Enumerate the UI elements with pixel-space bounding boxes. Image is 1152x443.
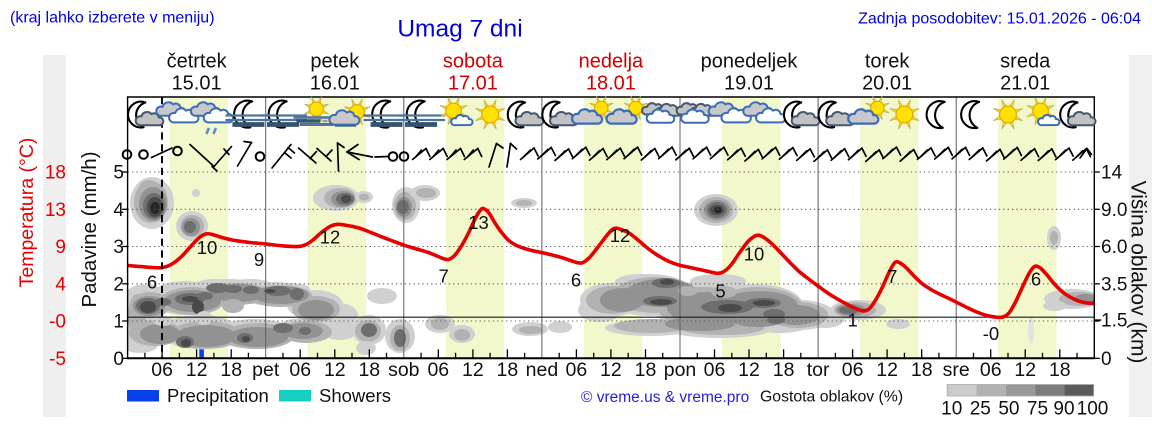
svg-text:12: 12 xyxy=(876,359,898,381)
svg-text:12: 12 xyxy=(1014,359,1036,381)
svg-text:1: 1 xyxy=(847,310,857,331)
svg-text:sob: sob xyxy=(388,359,420,381)
svg-text:18: 18 xyxy=(497,359,519,381)
svg-text:(kraj lahko izberete v meniju): (kraj lahko izberete v meniju) xyxy=(10,10,215,27)
svg-text:19.01: 19.01 xyxy=(724,73,774,95)
svg-text:18.01: 18.01 xyxy=(586,73,636,95)
svg-text:pon: pon xyxy=(664,359,697,381)
svg-text:sre: sre xyxy=(943,359,970,381)
svg-text:50: 50 xyxy=(998,399,1019,420)
svg-text:12: 12 xyxy=(320,227,341,248)
svg-text:0: 0 xyxy=(113,349,124,370)
svg-text:7: 7 xyxy=(438,266,448,287)
svg-text:1: 1 xyxy=(113,312,124,333)
svg-text:3: 3 xyxy=(113,237,124,258)
svg-text:21.01: 21.01 xyxy=(1000,73,1050,95)
svg-text:18: 18 xyxy=(220,359,242,381)
svg-text:06: 06 xyxy=(842,359,864,381)
svg-text:10: 10 xyxy=(197,237,218,258)
svg-text:sobota: sobota xyxy=(443,51,504,73)
svg-text:0: 0 xyxy=(1101,349,1112,370)
svg-text:3.5: 3.5 xyxy=(1101,274,1127,295)
svg-text:2: 2 xyxy=(113,274,124,295)
svg-text:25: 25 xyxy=(970,399,991,420)
svg-text:Temperatura (°C): Temperatura (°C) xyxy=(16,138,38,288)
svg-text:četrtek: četrtek xyxy=(167,51,228,73)
svg-text:Umag 7 dni: Umag 7 dni xyxy=(397,16,522,43)
svg-text:12: 12 xyxy=(600,359,622,381)
svg-text:-0: -0 xyxy=(49,312,66,333)
svg-text:20.01: 20.01 xyxy=(862,73,912,95)
svg-text:06: 06 xyxy=(427,359,449,381)
svg-text:torek: torek xyxy=(865,51,910,73)
svg-text:6: 6 xyxy=(147,272,157,293)
svg-text:06: 06 xyxy=(566,359,588,381)
svg-text:© vreme.us & vreme.pro: © vreme.us & vreme.pro xyxy=(581,389,749,406)
svg-text:petek: petek xyxy=(310,51,360,73)
svg-text:06: 06 xyxy=(704,359,726,381)
svg-text:6: 6 xyxy=(1031,269,1041,290)
svg-text:10: 10 xyxy=(941,399,962,420)
svg-text:Precipitation: Precipitation xyxy=(167,385,269,406)
svg-text:18: 18 xyxy=(773,359,795,381)
svg-text:90: 90 xyxy=(1053,399,1074,420)
svg-text:4: 4 xyxy=(55,274,66,295)
svg-text:16.01: 16.01 xyxy=(310,73,360,95)
svg-text:-5: -5 xyxy=(49,349,66,370)
svg-text:18: 18 xyxy=(911,359,933,381)
svg-text:tor: tor xyxy=(807,359,830,381)
svg-text:9.0: 9.0 xyxy=(1101,200,1127,221)
svg-text:Padavine (mm/h): Padavine (mm/h) xyxy=(78,151,101,307)
svg-text:nedelja: nedelja xyxy=(579,51,644,73)
svg-text:7: 7 xyxy=(887,266,897,287)
svg-text:13: 13 xyxy=(468,212,489,233)
svg-text:4: 4 xyxy=(113,200,124,221)
svg-text:Showers: Showers xyxy=(319,385,391,406)
svg-text:6.0: 6.0 xyxy=(1101,237,1127,258)
svg-text:18: 18 xyxy=(1049,359,1071,381)
svg-text:Gostota oblakov (%): Gostota oblakov (%) xyxy=(760,389,903,406)
svg-text:12: 12 xyxy=(462,359,484,381)
svg-text:06: 06 xyxy=(980,359,1002,381)
svg-text:100: 100 xyxy=(1077,399,1109,420)
svg-text:ponedeljek: ponedeljek xyxy=(701,51,799,73)
svg-text:Višina oblakov (km): Višina oblakov (km) xyxy=(1127,181,1150,364)
svg-text:Zadnja posodobitev: 15.01.2026: Zadnja posodobitev: 15.01.2026 - 06:04 xyxy=(858,11,1141,28)
svg-text:17.01: 17.01 xyxy=(448,73,498,95)
svg-text:13: 13 xyxy=(45,200,66,221)
svg-text:9: 9 xyxy=(55,237,66,258)
svg-text:06: 06 xyxy=(151,359,173,381)
svg-text:5: 5 xyxy=(715,281,725,302)
svg-text:18: 18 xyxy=(635,359,657,381)
svg-text:6: 6 xyxy=(571,270,581,291)
svg-text:12: 12 xyxy=(186,359,208,381)
svg-text:12: 12 xyxy=(610,225,631,246)
svg-text:9: 9 xyxy=(254,249,264,270)
svg-text:sreda: sreda xyxy=(1000,51,1051,73)
svg-text:18: 18 xyxy=(358,359,380,381)
svg-text:-0: -0 xyxy=(983,323,999,344)
svg-text:18: 18 xyxy=(45,163,66,184)
svg-text:12: 12 xyxy=(324,359,346,381)
svg-text:ned: ned xyxy=(526,359,559,381)
svg-text:pet: pet xyxy=(252,359,280,381)
svg-text:14: 14 xyxy=(1101,163,1123,184)
svg-text:06: 06 xyxy=(289,359,311,381)
svg-text:10: 10 xyxy=(744,244,765,265)
svg-text:12: 12 xyxy=(738,359,760,381)
svg-text:5: 5 xyxy=(113,163,124,184)
svg-text:75: 75 xyxy=(1027,399,1048,420)
svg-text:15.01: 15.01 xyxy=(172,73,222,95)
svg-text:1.5: 1.5 xyxy=(1101,311,1127,332)
